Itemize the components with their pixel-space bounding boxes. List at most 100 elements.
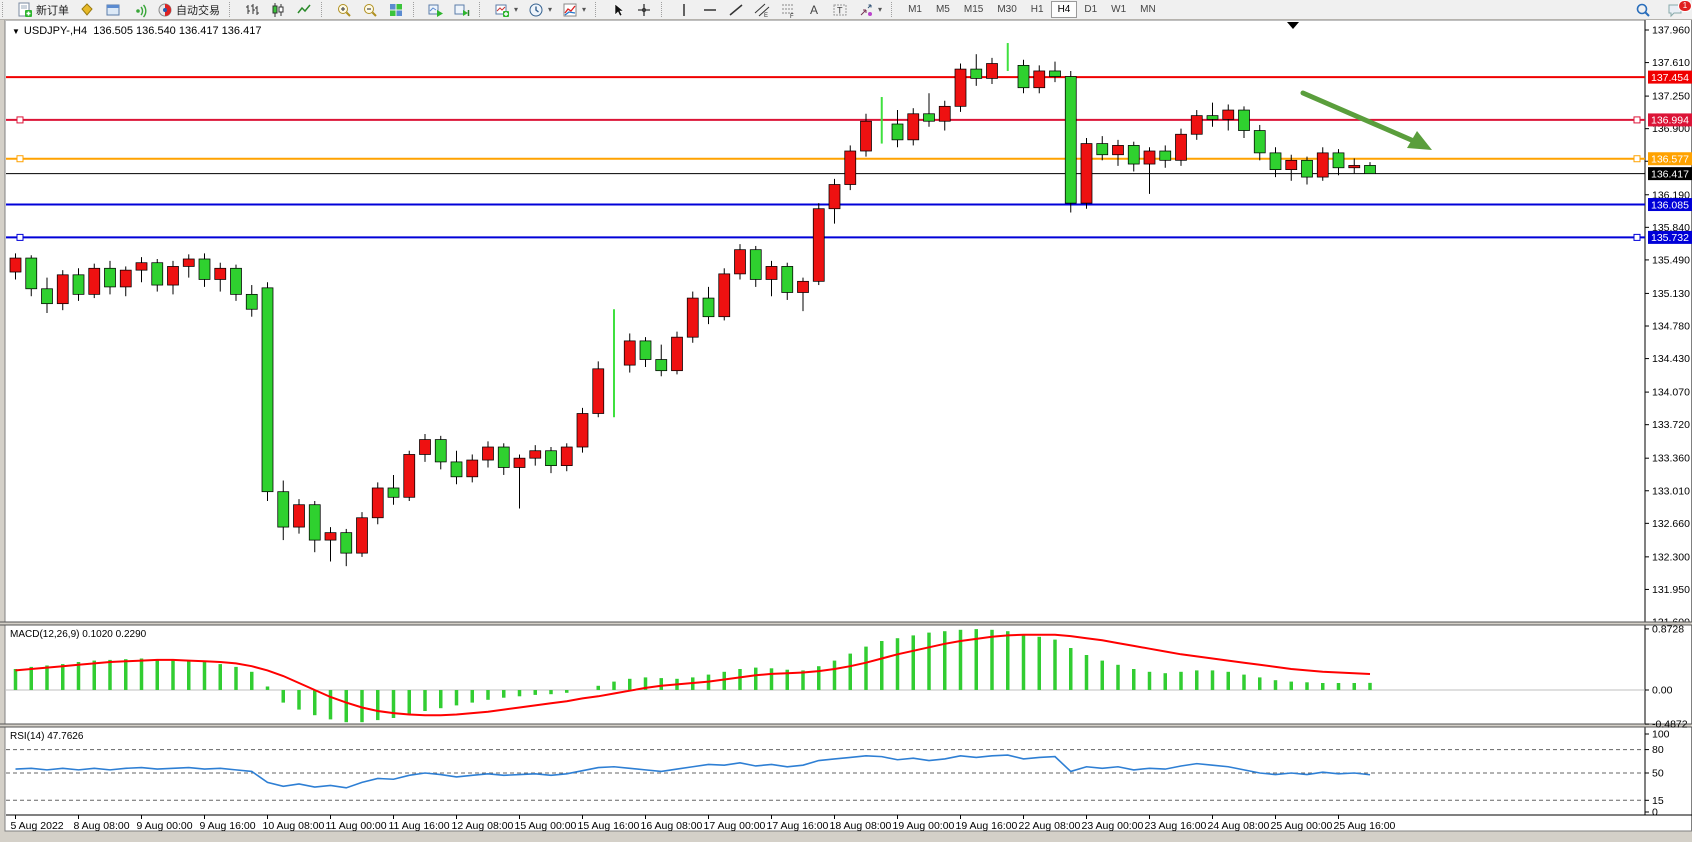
rsi-line (15, 754, 1371, 789)
chart-shift-marker-icon[interactable] (1287, 22, 1299, 29)
candle (702, 297, 715, 318)
pane-splitter[interactable] (0, 724, 1692, 727)
toolbar-separator (891, 2, 897, 17)
tile-windows-button[interactable] (383, 0, 409, 20)
candle (529, 450, 542, 459)
indicators-button[interactable]: ▾ (557, 0, 591, 20)
timeframe-M5-button[interactable]: M5 (935, 4, 950, 15)
time-tick-label: 19 Aug 00:00 (893, 820, 955, 832)
candlestick-chart-button[interactable] (265, 0, 291, 20)
line-chart-button[interactable] (291, 0, 317, 20)
svg-text:A: A (810, 3, 818, 17)
candle (1143, 150, 1156, 165)
hline-anchor[interactable] (16, 155, 24, 163)
chart-menu-triangle-icon[interactable]: ▼ (12, 27, 20, 36)
new-chart-button[interactable]: ▾ (489, 0, 523, 20)
candle (623, 340, 636, 366)
timeframe-W1-button[interactable]: W1 (1111, 4, 1127, 15)
period-button[interactable]: ▾ (523, 0, 557, 20)
candle (655, 359, 668, 372)
candle (954, 68, 967, 107)
time-tick-label: 19 Aug 16:00 (956, 820, 1018, 832)
fibonacci-button[interactable]: F (775, 0, 801, 20)
price-tick-label: 135.130 (1652, 288, 1690, 300)
candle (797, 280, 809, 293)
crosshair-button[interactable] (631, 0, 657, 20)
timeframe-M1-button[interactable]: M1 (908, 4, 922, 15)
timeframe-H1-button[interactable]: H1 (1030, 4, 1044, 15)
zoom-in-button[interactable] (331, 0, 357, 20)
autotrading-label: 自动交易 (176, 4, 220, 17)
price-tick-label: 131.950 (1652, 584, 1690, 596)
candle (1159, 150, 1172, 161)
candle (1017, 64, 1030, 89)
timeframe-H4-button[interactable]: H4 (1050, 1, 1078, 18)
zoom-out-button[interactable] (357, 0, 383, 20)
strategy-tester-button[interactable] (423, 0, 449, 20)
candle (403, 454, 416, 498)
candle (686, 297, 699, 338)
notification-badge: 1 (1678, 0, 1692, 12)
timeframe-M15-button[interactable]: M15 (963, 4, 984, 15)
candle (1238, 109, 1250, 131)
zoom-in-icon (338, 3, 351, 17)
cursor-button[interactable] (605, 0, 631, 20)
macd-tick-label: -0.4872 (1652, 719, 1688, 731)
text-label-button[interactable]: T (827, 0, 853, 20)
candle (261, 287, 274, 493)
price-tick-label: 134.070 (1652, 387, 1690, 399)
chart-window-icon (106, 4, 120, 15)
timeframe-MN-button[interactable]: MN (1140, 4, 1156, 15)
main-pane[interactable] (6, 20, 1645, 622)
hline-anchor[interactable] (16, 116, 24, 124)
chart-window-button[interactable] (100, 0, 126, 20)
line-chart-icon (297, 4, 311, 13)
hline-anchor[interactable] (1633, 233, 1641, 241)
price-tick-label: 133.360 (1652, 453, 1690, 465)
signals-button[interactable] (126, 0, 152, 20)
pane-splitter[interactable] (0, 622, 1692, 625)
candle (1080, 143, 1093, 204)
text-button[interactable]: A (801, 0, 827, 20)
time-tick-label: 25 Aug 16:00 (1334, 820, 1396, 832)
trend-arrow-annotation[interactable] (1300, 90, 1419, 145)
chevron-down-icon[interactable]: ▾ (548, 5, 553, 14)
rsi-pane[interactable] (6, 727, 1645, 814)
arrows-button[interactable]: ▾ (853, 0, 887, 20)
candle (545, 450, 557, 467)
market-watch-button[interactable] (74, 0, 100, 20)
candle (986, 63, 998, 79)
time-tick-label: 10 Aug 08:00 (263, 820, 325, 832)
time-tick-label: 15 Aug 16:00 (578, 820, 640, 832)
trend-arrow-head[interactable] (1407, 131, 1432, 150)
vertical-line-button[interactable] (671, 0, 697, 20)
hline-anchor[interactable] (1633, 116, 1641, 124)
candle (860, 120, 872, 152)
autotrading-button[interactable]: 自动交易 (152, 0, 225, 20)
equidistant-channel-button[interactable]: E (749, 0, 775, 20)
time-tick-label: 23 Aug 16:00 (1145, 820, 1207, 832)
bar-chart-button[interactable] (239, 0, 265, 20)
search-button[interactable] (1630, 0, 1656, 20)
chevron-down-icon[interactable]: ▾ (582, 5, 587, 14)
price-badge (1648, 230, 1692, 244)
horizontal-line-button[interactable] (697, 0, 723, 20)
text-label-icon: T (833, 4, 847, 15)
hline-anchor[interactable] (1633, 155, 1641, 163)
indicators-icon (563, 3, 577, 16)
price-tick-label: 137.960 (1652, 25, 1690, 37)
tester-step-button[interactable] (449, 0, 475, 20)
candle (891, 123, 904, 141)
chevron-down-icon[interactable]: ▾ (878, 5, 883, 14)
chart-canvas[interactable]: 137.960137.610137.250136.900136.550136.1… (0, 19, 1692, 842)
current-price-badge (1648, 167, 1692, 181)
timeframe-D1-button[interactable]: D1 (1084, 4, 1098, 15)
timeframe-M30-button[interactable]: M30 (997, 4, 1017, 15)
chat-button[interactable]: 1 (1662, 0, 1692, 20)
hline-anchor[interactable] (16, 233, 24, 241)
new-order-button[interactable]: 新订单 (12, 0, 74, 20)
tester-step-icon (454, 4, 470, 16)
trendline-button[interactable] (723, 0, 749, 20)
chevron-down-icon[interactable]: ▾ (514, 5, 519, 14)
candle (560, 446, 573, 467)
